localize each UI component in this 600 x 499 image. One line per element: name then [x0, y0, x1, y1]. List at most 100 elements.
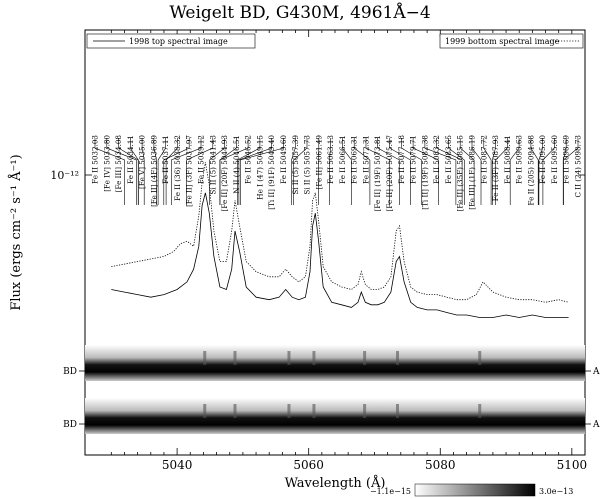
a-label: A [592, 367, 600, 377]
line-id-label: C II (24) 5098.73 [574, 135, 583, 198]
legend-box-right [439, 33, 584, 49]
line-id-label: [Fe V] 5035.00 [138, 135, 147, 189]
line-id-leader [459, 138, 475, 205]
line-id-label: He I (47) 5049.15 [255, 135, 264, 200]
line-id-label: Fe II 5032.03 [91, 135, 100, 184]
axes: 5040 5060 5080 5100 Wavelength (Å) Flux (ergs… [8, 30, 600, 491]
line-id-label: [Ti II] (91F) 5049.40 [267, 135, 276, 210]
emission-streak [203, 351, 207, 365]
emission-streak [478, 351, 482, 365]
a-label: A [592, 420, 600, 430]
emission-streak [396, 404, 399, 418]
line-id-label: Si II (5) 5057.73 [303, 135, 312, 195]
x-axis-label: Wavelength (Å) [285, 475, 386, 491]
legend: 1998 top spectral image 1999 bottom spect… [86, 33, 584, 49]
line-id-label: [Fe IV] 5033.80 [102, 135, 111, 192]
line-id-leader [471, 138, 482, 205]
line-id-label: Fe II 5087.72 [479, 135, 488, 184]
spectral-image-band [85, 345, 585, 381]
line-id-leader [293, 138, 308, 205]
line-id-leader [400, 138, 423, 205]
emission-streak [363, 404, 367, 418]
line-id-leader [153, 138, 157, 205]
emission-streak [312, 351, 316, 365]
line-id-leader [353, 138, 371, 205]
bd-label: BD [63, 420, 77, 430]
line-id-leader [436, 138, 463, 205]
spectra [111, 162, 569, 318]
line-id-label: Fe II 5072.31 [362, 135, 371, 184]
line-id-label: [Fe II] (3F) 5037.97 [185, 135, 194, 207]
line-id-leader [106, 138, 137, 205]
emission-streak [363, 351, 367, 365]
line-id-label: Si II (5) 5057.39 [291, 135, 300, 195]
line-id-leader [186, 138, 214, 205]
line-id-label: Fe II 5046.52 [244, 135, 253, 184]
plot-frame [84, 29, 586, 456]
line-id-label: [Fe II] (20F) 5075.47 [385, 135, 394, 212]
line-identifications: Fe II 5032.03 [Fe IV] 5033.80 [Fe III] 503… [91, 135, 583, 212]
y-axis-label: Flux (ergs cm⁻² s⁻¹ Å⁻¹) [8, 154, 24, 310]
y-tick-label: 10⁻¹² [50, 169, 79, 182]
line-id-leader [495, 138, 508, 205]
x-tick-label: 5040 [162, 458, 193, 472]
emission-streak [396, 351, 399, 365]
line-id-leader [219, 138, 249, 205]
emission-streak [233, 404, 237, 418]
emission-streak [203, 404, 207, 418]
line-id-leader [171, 138, 202, 205]
spectral-image-band [85, 398, 585, 434]
legend-label-1998: 1998 top spectral image [129, 37, 228, 46]
line-id-label: Fe II 5083.32 [432, 135, 441, 184]
colorbar-min-label: −1.1e−15 [370, 487, 411, 496]
line-id-label: [Fe III] (1F) 5086.19 [468, 135, 477, 210]
line-id-label: Fe II 5088.41 [503, 135, 512, 184]
line-id-label: [Fe II] (4F) 5036.89 [149, 135, 158, 207]
line-id-label: [Fe III] 5034.08 [114, 135, 123, 193]
line-id-label: Fe II 5077.18 [397, 135, 406, 184]
line-id-label: Fe II 5063.13 [326, 135, 335, 184]
line-id-leader [483, 138, 492, 205]
emission-streak [478, 404, 482, 418]
line-id-leader [291, 138, 296, 205]
line-id-leader [492, 138, 496, 205]
line-id-leader [130, 138, 139, 205]
line-id-leader [563, 138, 579, 205]
line-id-leader [530, 138, 539, 205]
spectral-images [85, 345, 585, 434]
line-id-label: Fe II 5083.65 [444, 135, 453, 184]
line-id-label: [Fe II] (19F) 5073.81 [373, 135, 382, 211]
line-id-label: Fe II (36) 5038.32 [173, 135, 182, 201]
x-tick-label: 5060 [293, 458, 324, 472]
line-id-leader [509, 138, 520, 205]
emission-streak [287, 351, 291, 365]
chart-title: Weigelt BD, G430M, 4961Å−4 [169, 3, 431, 23]
emission-streak [312, 404, 316, 418]
x-tick-label: 5080 [425, 458, 456, 472]
line-id-leader [163, 138, 190, 205]
line-id-leader [237, 138, 261, 205]
line-id-label: N II (4) 5046.51 [232, 135, 241, 194]
line-id-label: Fe II (205) 5094.88 [526, 135, 535, 206]
line-id-leader [448, 138, 465, 205]
spectrum-1999-line [111, 162, 569, 303]
line-id-label: Fe II 5069.31 [350, 135, 359, 184]
legend-box-left [86, 33, 256, 49]
spectrum-1998-line [111, 192, 569, 318]
line-id-leader [209, 138, 225, 205]
line-id-label: Fe II 5079.71 [409, 135, 418, 184]
x-tick-label: 5100 [557, 458, 588, 472]
colorbar-max-label: 3.0e−13 [539, 487, 573, 496]
line-id-label: Fe II 5049.60 [279, 135, 288, 184]
line-id-leader [157, 138, 166, 205]
line-id-label: Si II (5) 5041.43 [208, 135, 217, 195]
line-id-label: Fe II 5095.60 [550, 135, 559, 184]
colorbar: −1.1e−15 3.0e−13 [370, 483, 573, 497]
line-id-leader [94, 138, 125, 205]
line-id-leader [141, 138, 145, 205]
emission-streak [233, 351, 237, 365]
line-id-label: Fe II 5034.11 [126, 135, 135, 184]
line-id-label: [Ti II] (19F) 5082.38 [420, 135, 429, 210]
